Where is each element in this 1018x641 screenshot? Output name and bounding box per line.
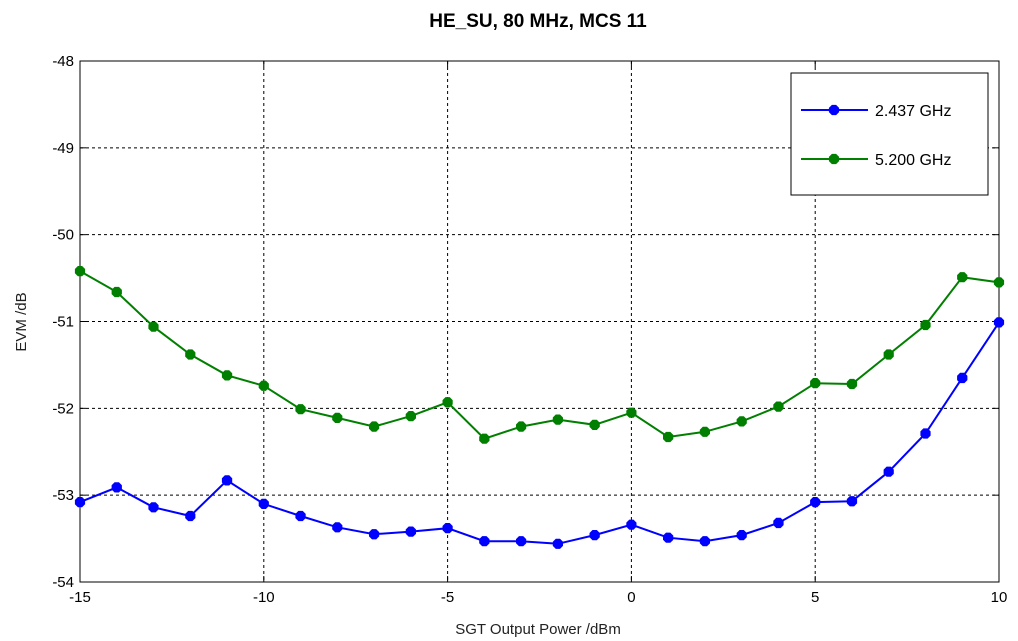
y-tick-label: -49 — [52, 140, 74, 157]
data-point — [111, 286, 122, 298]
y-tick-label: -50 — [52, 227, 74, 244]
data-point — [920, 319, 931, 331]
x-axis-label: SGT Output Power /dBm — [455, 621, 621, 638]
chart-title: HE_SU, 80 MHz, MCS 11 — [429, 11, 647, 32]
data-point — [442, 523, 453, 534]
tick-labels: -15 -10 -5 0 5 10-48-49-50-51-52-53-54 — [52, 53, 1007, 606]
data-point — [369, 421, 380, 432]
data-point — [883, 349, 894, 360]
y-tick-label: -54 — [52, 574, 74, 591]
data-point — [993, 277, 1005, 288]
y-tick-label: -48 — [52, 53, 74, 70]
data-point — [589, 530, 600, 541]
data-point — [221, 370, 233, 381]
data-point — [332, 412, 343, 423]
data-point — [846, 378, 858, 390]
legend-entry: 2.437 GHz — [801, 103, 951, 120]
data-point — [736, 530, 747, 541]
x-tick-label: 5 — [811, 589, 819, 606]
x-tick-label: 10 — [991, 589, 1008, 606]
data-point — [663, 532, 674, 543]
data-point — [185, 510, 196, 522]
data-point — [185, 349, 196, 360]
data-point — [148, 502, 159, 513]
data-point — [552, 414, 563, 425]
data-point — [258, 498, 269, 509]
data-point — [442, 397, 453, 408]
data-point — [920, 428, 931, 439]
data-point — [295, 404, 306, 415]
data-point — [846, 496, 858, 507]
data-point — [221, 475, 233, 486]
data-point — [479, 536, 490, 547]
series-1 — [74, 317, 1005, 549]
data-point — [699, 536, 710, 547]
data-point — [479, 433, 490, 444]
series-2 — [74, 266, 1005, 444]
data-point — [883, 466, 894, 477]
data-point — [957, 272, 968, 283]
y-tick-label: -53 — [52, 487, 74, 504]
data-point — [626, 519, 637, 530]
x-tick-label: 0 — [627, 589, 635, 606]
legend-label: 5.200 GHz — [875, 152, 951, 169]
data-point — [516, 421, 527, 432]
series-layer — [74, 266, 1005, 549]
data-point — [111, 482, 122, 493]
data-point — [405, 411, 416, 422]
data-point — [626, 407, 637, 418]
data-point — [295, 510, 306, 522]
data-point — [810, 378, 821, 389]
y-tick-label: -52 — [52, 400, 74, 417]
data-point — [405, 526, 416, 537]
data-point — [589, 419, 600, 430]
data-point — [516, 536, 527, 547]
data-point — [993, 317, 1005, 328]
data-point — [810, 497, 821, 508]
legend: 2.437 GHz 5.200 GHz — [790, 72, 989, 196]
data-point — [663, 431, 674, 443]
series-line — [79, 270, 1000, 440]
data-point — [552, 538, 563, 549]
data-point — [773, 517, 784, 529]
legend-box — [790, 72, 989, 196]
data-point — [258, 380, 269, 391]
data-point — [332, 522, 343, 533]
legend-entry: 5.200 GHz — [801, 152, 951, 169]
data-point — [736, 416, 747, 427]
data-point — [74, 266, 86, 277]
data-point — [148, 321, 159, 332]
data-point — [369, 529, 380, 540]
data-point — [699, 426, 710, 437]
legend-marker — [828, 153, 840, 165]
legend-marker — [828, 104, 840, 116]
x-tick-label: -5 — [441, 589, 454, 606]
data-point — [74, 497, 86, 508]
y-tick-label: -51 — [52, 314, 74, 331]
legend-label: 2.437 GHz — [875, 103, 951, 120]
data-point — [773, 401, 784, 412]
data-point — [957, 372, 968, 384]
x-tick-label: -10 — [253, 589, 275, 606]
series-line — [79, 321, 1000, 545]
x-tick-label: -15 — [69, 589, 91, 606]
y-axis-label: EVM /dB — [13, 292, 30, 351]
